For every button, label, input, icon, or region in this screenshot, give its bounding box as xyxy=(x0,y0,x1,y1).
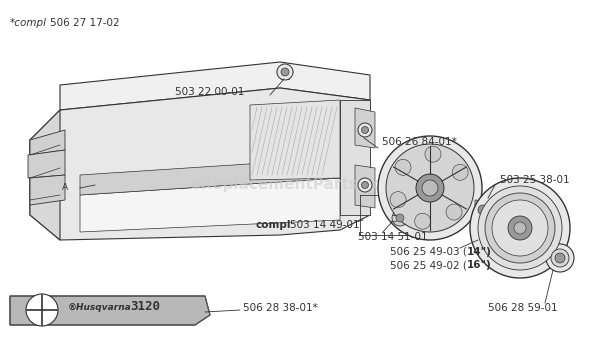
Circle shape xyxy=(416,174,444,202)
Polygon shape xyxy=(30,175,65,205)
Polygon shape xyxy=(60,62,370,110)
Circle shape xyxy=(358,123,372,137)
Circle shape xyxy=(395,159,411,175)
Circle shape xyxy=(358,178,372,192)
Text: A: A xyxy=(62,184,68,192)
Circle shape xyxy=(478,205,488,215)
Circle shape xyxy=(452,164,468,180)
Polygon shape xyxy=(30,88,370,240)
Text: compl: compl xyxy=(256,220,291,230)
Polygon shape xyxy=(28,150,65,178)
Polygon shape xyxy=(475,200,492,220)
Circle shape xyxy=(26,294,58,326)
Circle shape xyxy=(470,178,570,278)
Text: 506 26 84-01*: 506 26 84-01* xyxy=(382,137,457,147)
Text: 14"): 14") xyxy=(467,247,492,257)
Circle shape xyxy=(478,186,562,270)
Circle shape xyxy=(390,192,406,208)
Text: 506 28 38-01*: 506 28 38-01* xyxy=(243,303,318,313)
Text: 16"): 16") xyxy=(467,260,491,270)
Text: ®Husqvarna: ®Husqvarna xyxy=(68,303,132,311)
Circle shape xyxy=(492,200,548,256)
Polygon shape xyxy=(355,165,375,208)
Polygon shape xyxy=(80,178,340,232)
Text: 506 25 49-03 (: 506 25 49-03 ( xyxy=(390,247,467,257)
Circle shape xyxy=(508,216,532,240)
Polygon shape xyxy=(30,110,60,240)
Text: 506 25 49-02 (: 506 25 49-02 ( xyxy=(390,260,467,270)
Circle shape xyxy=(396,214,404,222)
Text: 503 14 51-01: 503 14 51-01 xyxy=(358,232,428,242)
Text: eReplacementParts.com: eReplacementParts.com xyxy=(191,177,399,192)
Circle shape xyxy=(446,204,462,220)
Circle shape xyxy=(415,213,431,229)
Polygon shape xyxy=(80,158,340,195)
Circle shape xyxy=(386,144,474,232)
Polygon shape xyxy=(340,100,370,215)
Circle shape xyxy=(378,136,482,240)
Circle shape xyxy=(277,64,293,80)
Text: *compl: *compl xyxy=(10,18,47,28)
Circle shape xyxy=(362,127,369,133)
Text: 3120: 3120 xyxy=(130,300,160,314)
Polygon shape xyxy=(10,296,210,325)
Circle shape xyxy=(281,68,289,76)
Circle shape xyxy=(546,244,574,272)
Circle shape xyxy=(392,210,408,226)
Circle shape xyxy=(362,181,369,189)
Polygon shape xyxy=(250,100,340,180)
Text: 506 27 17-02: 506 27 17-02 xyxy=(50,18,120,28)
Text: 506 28 59-01: 506 28 59-01 xyxy=(488,303,558,313)
Text: 503 25 38-01: 503 25 38-01 xyxy=(500,175,569,185)
Text: 503 22 00-01: 503 22 00-01 xyxy=(175,87,244,97)
Circle shape xyxy=(425,146,441,162)
Circle shape xyxy=(551,249,569,267)
Polygon shape xyxy=(355,108,375,148)
Circle shape xyxy=(514,222,526,234)
Circle shape xyxy=(422,180,438,196)
Text: 503 14 49-01: 503 14 49-01 xyxy=(290,220,360,230)
Circle shape xyxy=(555,253,565,263)
Polygon shape xyxy=(30,130,65,155)
Circle shape xyxy=(485,193,555,263)
